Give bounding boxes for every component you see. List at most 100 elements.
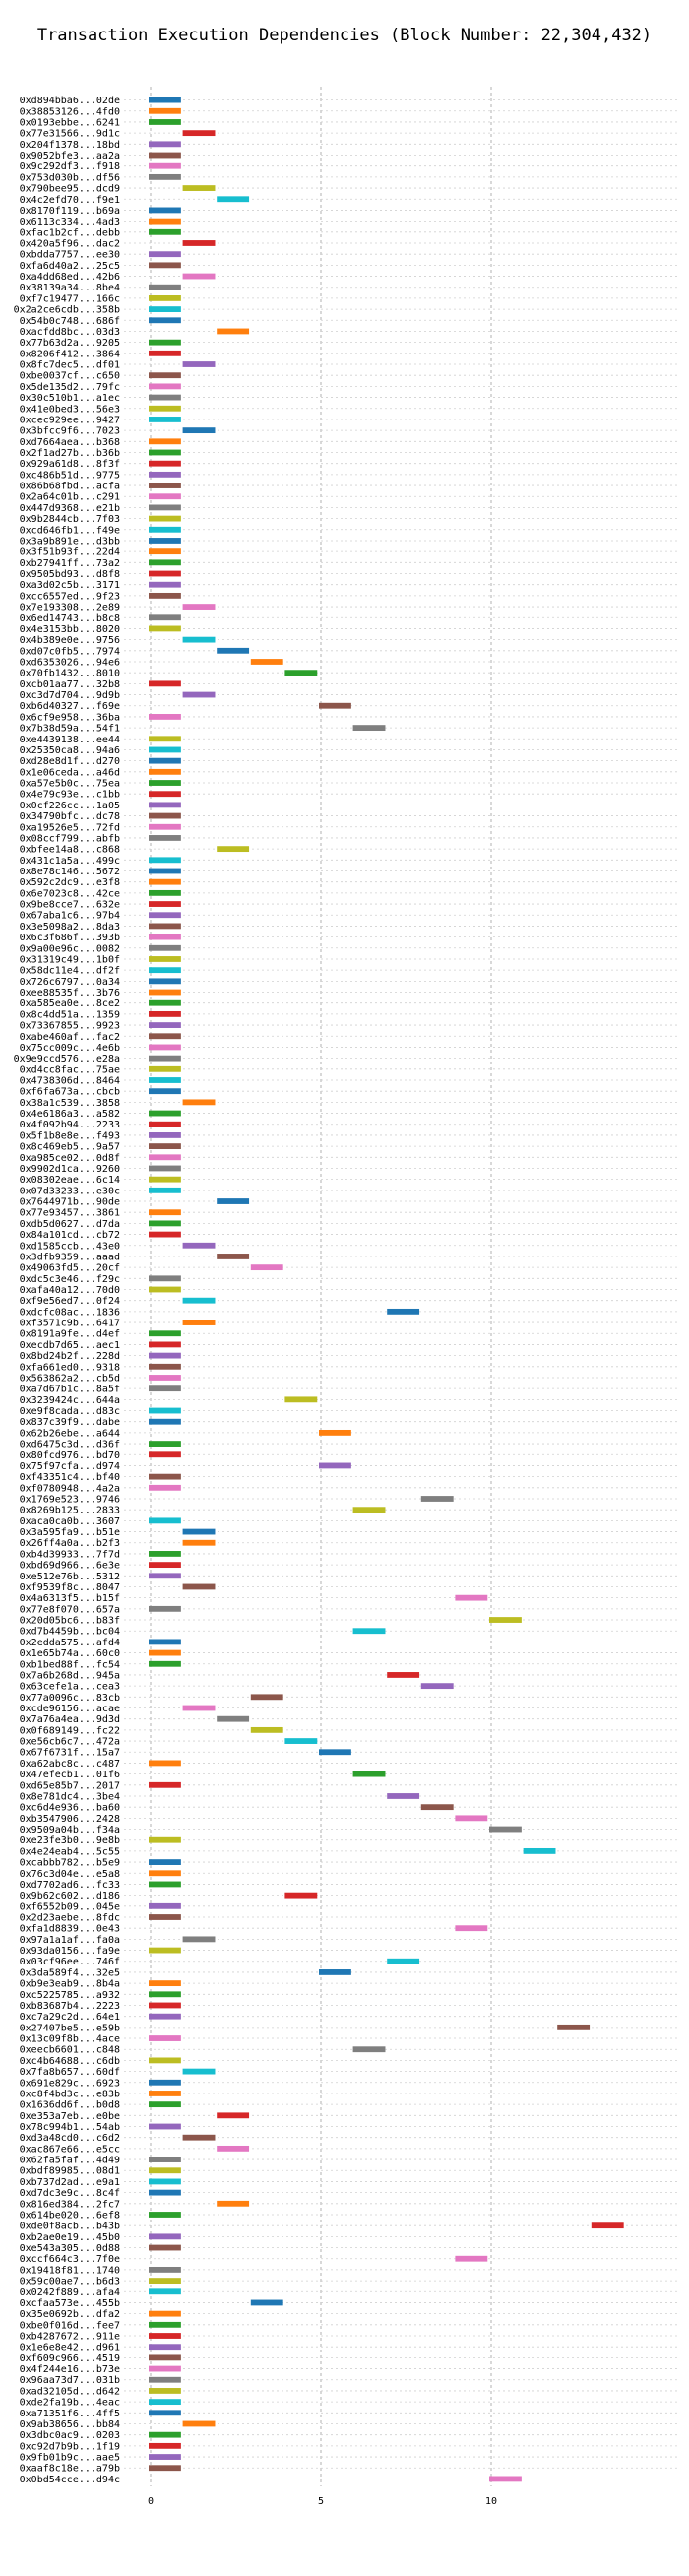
- y-tick-label: 0x9c292df3...f918: [20, 161, 120, 172]
- y-tick-label: 0x1e65b74a...60c0: [20, 1648, 120, 1659]
- transaction-bar: [149, 592, 181, 599]
- transaction-bar: [149, 1418, 181, 1425]
- transaction-bar: [250, 659, 283, 665]
- transaction-bar: [455, 1815, 488, 1822]
- y-tick-label: 0xfac1b2cf...debb: [20, 227, 120, 238]
- transaction-bar: [182, 2134, 216, 2141]
- transaction-bar: [149, 2321, 181, 2328]
- x-tick-label: 0: [148, 2496, 154, 2507]
- y-tick-label: 0xe56cb6c7...472a: [20, 1737, 120, 1748]
- transaction-bar: [149, 680, 181, 687]
- transaction-bar: [149, 2465, 181, 2472]
- y-tick-label: 0xd7dc3e9c...8c4f: [20, 2188, 120, 2199]
- y-tick-label: 0x8170f119...b69a: [20, 206, 120, 217]
- y-tick-label: 0xf6fa673a...cbcb: [20, 1087, 120, 1098]
- transaction-bar: [149, 2212, 181, 2218]
- transaction-bar: [387, 1672, 420, 1678]
- transaction-bar: [149, 2189, 181, 2196]
- y-tick-label: 0x614be020...6ef8: [20, 2210, 120, 2221]
- transaction-bar: [149, 306, 181, 313]
- transaction-bar: [149, 1562, 181, 1569]
- y-tick-label: 0x67aba1c6...97b4: [20, 911, 120, 922]
- transaction-bar: [149, 2365, 181, 2372]
- y-tick-label: 0xdc5c3e46...f29c: [20, 1274, 120, 1285]
- y-tick-label: 0x77e8f070...657a: [20, 1604, 120, 1615]
- y-tick-label: 0x97a1a1af...fa0a: [20, 1935, 120, 1946]
- y-tick-label: 0x8c469eb5...9a57: [20, 1142, 120, 1153]
- y-tick-label: 0x7644971b...90de: [20, 1197, 120, 1208]
- transaction-bar: [182, 1297, 216, 1304]
- y-tick-label: 0xdcfc08ac...1836: [20, 1307, 120, 1318]
- transaction-bar: [149, 1760, 181, 1767]
- transaction-bar: [182, 2420, 216, 2427]
- y-tick-label: 0x9052bfe3...aa2a: [20, 151, 120, 161]
- transaction-bar: [149, 1573, 181, 1579]
- y-tick-label: 0x34790bfc...dc78: [20, 811, 120, 822]
- transaction-bar: [182, 1583, 216, 1590]
- transaction-bar: [352, 725, 386, 732]
- transaction-bar: [250, 1264, 283, 1271]
- y-tick-label: 0xfa1d8839...0e43: [20, 1924, 120, 1935]
- y-tick-label: 0x6113c334...4ad3: [20, 217, 120, 227]
- x-tick-label: 10: [485, 2496, 497, 2507]
- transaction-bar: [149, 1220, 181, 1227]
- transaction-bar: [489, 1826, 522, 1833]
- y-tick-label: 0x4e79c93e...c1bb: [20, 790, 120, 801]
- y-tick-label: 0x30c510b1...a1ec: [20, 393, 120, 404]
- y-tick-label: 0x420a5f96...dac2: [20, 238, 120, 249]
- x-tick-labels: 0 5 10: [148, 2496, 497, 2507]
- transaction-bar: [352, 1771, 386, 1777]
- y-tick-label: 0x9509a04b...f34a: [20, 1825, 120, 1835]
- transaction-bar: [149, 471, 181, 478]
- y-tick-label: 0xb3547906...2428: [20, 1814, 120, 1825]
- y-tick-label: 0x3f51b93f...22d4: [20, 547, 120, 558]
- y-tick-label: 0xd4cc8fac...75ae: [20, 1064, 120, 1075]
- transaction-bar: [149, 251, 181, 258]
- transaction-bar: [284, 1396, 318, 1403]
- y-tick-label: 0x447d9368...e21b: [20, 503, 120, 514]
- y-tick-label: 0x3a9b891e...d3bb: [20, 536, 120, 547]
- transaction-bar: [217, 2200, 250, 2207]
- transaction-bar: [149, 394, 181, 401]
- y-tick-label: 0x816ed384...2fc7: [20, 2199, 120, 2210]
- transaction-bar: [149, 350, 181, 356]
- transaction-bar: [420, 1683, 454, 1690]
- y-tick-label: 0xd3a48cd0...c6d2: [20, 2133, 120, 2144]
- y-tick-label: 0xa3d02c5b...3171: [20, 580, 120, 591]
- y-tick-label: 0x4738306d...8464: [20, 1075, 120, 1086]
- y-tick-label: 0x592c2dc9...e3f8: [20, 877, 120, 888]
- y-tick-label: 0x38853126...4fd0: [20, 106, 120, 117]
- transaction-bar: [149, 1881, 181, 1888]
- y-tick-label: 0xe353a7eb...e0be: [20, 2111, 120, 2122]
- transaction-bar: [149, 1044, 181, 1051]
- y-tick-label: 0xcec929ee...9427: [20, 415, 120, 425]
- y-tick-label: 0x4f092b94...2233: [20, 1120, 120, 1130]
- y-tick-label: 0x4c2efd70...f9e1: [20, 195, 120, 206]
- y-tick-label: 0xad32105d...d642: [20, 2386, 120, 2397]
- transaction-bar: [284, 1738, 318, 1744]
- transaction-bar: [149, 1473, 181, 1480]
- transaction-bar: [149, 2057, 181, 2064]
- y-tick-label: 0x0193ebbe...6241: [20, 117, 120, 128]
- y-tick-label: 0x8e78c146...5672: [20, 867, 120, 877]
- transaction-bar: [149, 1187, 181, 1193]
- y-tick-label: 0xc486b51d...9775: [20, 470, 120, 481]
- transaction-bar: [149, 2310, 181, 2317]
- transaction-bar: [149, 802, 181, 808]
- y-tick-label: 0xb4d39933...7f7d: [20, 1549, 120, 1560]
- y-tick-label: 0x9e9ccd576...e28a: [14, 1054, 120, 1064]
- transaction-bar: [149, 944, 181, 951]
- transaction-bar: [217, 2145, 250, 2152]
- transaction-bar: [319, 702, 351, 709]
- transaction-bar: [182, 427, 216, 434]
- y-tick-label: 0x204f1378...18bd: [20, 140, 120, 151]
- y-tick-label: 0xb27941ff...73a2: [20, 558, 120, 569]
- transaction-bar: [149, 119, 181, 125]
- y-tick-label: 0x0cf226cc...1a05: [20, 801, 120, 811]
- y-tick-label: 0x77e93457...3861: [20, 1208, 120, 1219]
- transaction-bar: [387, 1308, 420, 1315]
- transaction-bar: [149, 228, 181, 235]
- transaction-bar: [149, 2399, 181, 2406]
- y-tick-label: 0x20d05bc6...b83f: [20, 1616, 120, 1627]
